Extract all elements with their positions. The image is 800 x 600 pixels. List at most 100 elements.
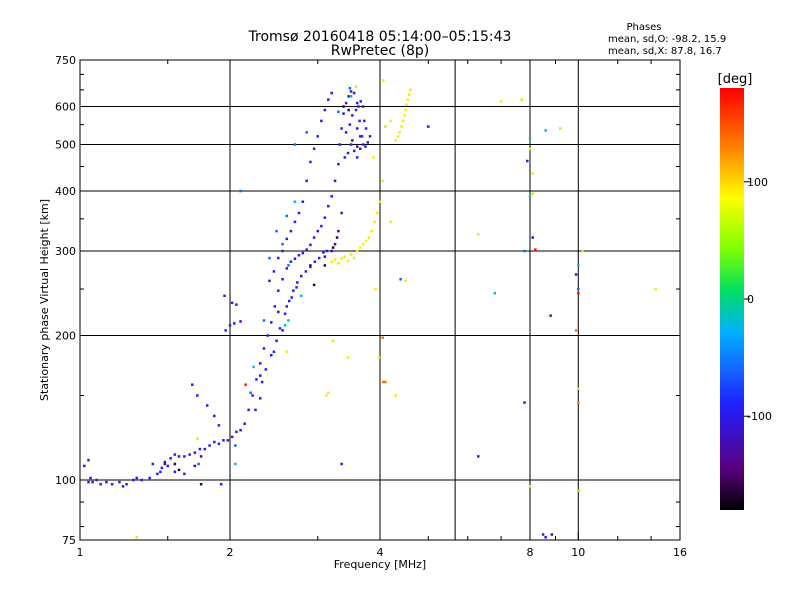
data-point — [169, 457, 172, 460]
data-point — [293, 143, 297, 146]
data-point — [239, 320, 242, 323]
x-tick-label: 16 — [673, 546, 687, 559]
data-point — [558, 127, 562, 130]
data-point — [217, 442, 221, 446]
data-point — [148, 476, 151, 480]
data-point — [372, 156, 375, 159]
data-point — [337, 110, 340, 114]
data-point — [196, 437, 199, 440]
data-point — [389, 220, 392, 224]
data-point — [357, 105, 360, 108]
data-point — [581, 249, 584, 253]
data-point — [528, 195, 532, 198]
axes — [79, 59, 681, 541]
data-point — [217, 424, 221, 427]
data-point — [197, 462, 200, 466]
data-point — [363, 119, 366, 123]
data-point — [285, 237, 289, 241]
data-point — [166, 464, 169, 468]
data-point — [312, 283, 316, 287]
y-tick-label: 300 — [55, 245, 76, 258]
data-point — [324, 394, 328, 397]
data-point — [293, 257, 297, 261]
data-point — [577, 264, 580, 267]
data-point — [173, 462, 177, 466]
data-point — [208, 444, 211, 447]
data-point — [156, 472, 159, 476]
data-point — [401, 119, 405, 123]
data-point — [193, 464, 197, 468]
data-point — [247, 408, 250, 412]
data-point — [541, 533, 545, 536]
data-point — [309, 243, 312, 247]
data-point — [399, 277, 402, 281]
data-point — [163, 460, 167, 464]
data-point — [285, 214, 289, 218]
data-point — [268, 279, 271, 283]
data-point — [254, 408, 257, 412]
data-point — [360, 135, 364, 138]
data-point — [327, 204, 330, 208]
data-point — [320, 119, 323, 123]
data-point — [367, 236, 371, 239]
data-point — [305, 179, 308, 183]
data-point — [309, 160, 312, 164]
data-point — [222, 439, 225, 442]
data-point — [327, 98, 330, 101]
data-point — [198, 447, 202, 451]
data-point — [105, 480, 108, 484]
data-point — [331, 339, 335, 343]
data-point — [381, 79, 385, 82]
data-point — [352, 91, 356, 95]
data-point — [323, 108, 327, 112]
x-tick-label: 2 — [227, 546, 234, 559]
data-point — [196, 394, 199, 397]
x-tick-label: 10 — [571, 546, 585, 559]
data-point — [531, 172, 534, 175]
data-point — [330, 260, 333, 263]
data-point — [173, 453, 177, 456]
data-point — [349, 90, 353, 93]
data-point — [277, 256, 280, 260]
data-point — [270, 353, 273, 357]
data-point — [239, 189, 242, 193]
data-point — [528, 485, 532, 488]
y-axis-label: Stationary phase Virtual Height [km] — [38, 199, 51, 401]
data-point — [343, 156, 347, 159]
data-point — [235, 303, 238, 306]
data-point — [305, 248, 308, 251]
phases-title: Phases — [626, 22, 661, 33]
data-point — [273, 305, 277, 308]
colorbar — [720, 88, 744, 510]
data-point — [285, 350, 289, 354]
data-point — [251, 394, 254, 397]
data-point — [381, 336, 384, 339]
data-point — [191, 383, 194, 386]
data-point — [83, 464, 86, 468]
data-point — [312, 236, 316, 239]
data-point — [352, 256, 356, 260]
chart-title: Tromsø 20160418 05:14:00–05:15:43 — [248, 29, 512, 45]
data-point — [293, 220, 297, 224]
data-point — [290, 296, 293, 299]
data-point — [258, 374, 262, 377]
data-point — [289, 260, 293, 263]
data-point — [368, 135, 372, 138]
y-tick-label: 750 — [55, 54, 76, 67]
data-point — [523, 249, 526, 253]
data-point — [550, 533, 554, 536]
data-point — [125, 482, 128, 486]
data-point — [396, 135, 400, 138]
data-point — [523, 401, 526, 404]
data-point — [230, 435, 234, 439]
y-tick-label: 500 — [55, 139, 76, 152]
data-point — [346, 151, 350, 155]
data-point — [352, 149, 356, 153]
data-point — [331, 246, 335, 249]
data-point — [355, 127, 359, 130]
data-point — [404, 108, 407, 112]
data-point — [313, 260, 317, 263]
data-point — [255, 378, 258, 381]
data-point — [230, 301, 234, 305]
